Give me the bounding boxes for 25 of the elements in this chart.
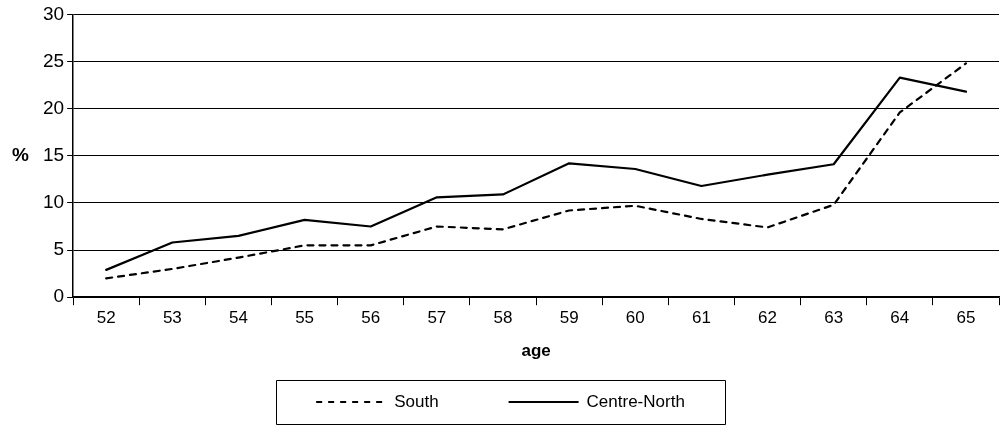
y-tick-label: 25 xyxy=(42,49,65,71)
y-tick-label: 15 xyxy=(42,144,65,166)
x-tick-label: 55 xyxy=(295,308,315,328)
x-tick-label: 61 xyxy=(691,308,711,328)
y-tick-label: 10 xyxy=(42,191,65,213)
legend-label: Centre-North xyxy=(586,391,685,411)
x-tick-label: 53 xyxy=(162,308,182,328)
x-tick-label: 57 xyxy=(427,308,447,328)
x-tick-label: 52 xyxy=(96,308,116,328)
x-tick-label: 59 xyxy=(559,308,579,328)
y-tick-label: 30 xyxy=(42,2,65,24)
x-tick-label: 60 xyxy=(625,308,645,328)
x-tick-label: 58 xyxy=(493,308,513,328)
x-tick-label: 62 xyxy=(758,308,777,328)
x-tick-label: 54 xyxy=(229,308,248,328)
y-tick-label: 5 xyxy=(53,238,65,260)
legend-label: South xyxy=(394,391,439,411)
x-tick-label: 63 xyxy=(824,308,844,328)
x-tick-label: 56 xyxy=(361,308,381,328)
x-tick-label: 65 xyxy=(956,308,976,328)
y-tick-label: 0 xyxy=(53,285,65,307)
y-tick-label: 20 xyxy=(42,96,65,118)
x-tick-label: 64 xyxy=(890,308,910,328)
x-axis-title: age xyxy=(521,341,551,361)
y-axis-title: % xyxy=(12,144,29,166)
